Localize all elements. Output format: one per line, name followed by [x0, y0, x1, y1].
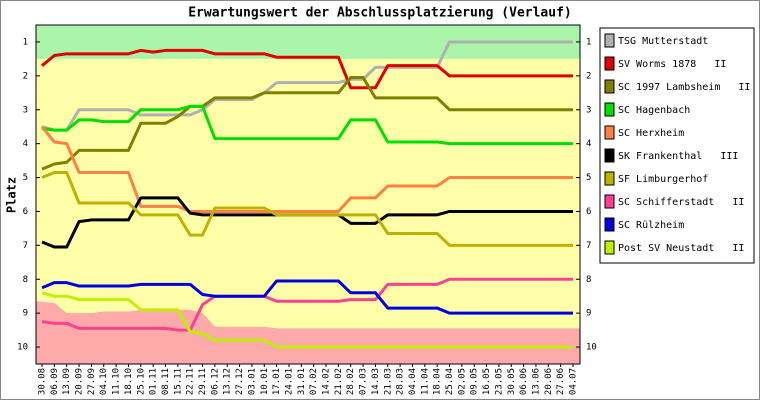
x-tick-label: 27.06	[556, 368, 566, 395]
legend-swatch	[604, 102, 615, 117]
legend-label: Post SV Neustadt II	[618, 243, 744, 254]
y-tick-label: 8	[586, 275, 591, 285]
legend-label: SC Herxheim	[618, 128, 684, 139]
x-tick-label: 20.06	[544, 368, 554, 395]
series-line	[41, 291, 573, 349]
x-tick-label: 23.05	[494, 368, 504, 395]
x-tick-label: 21.03	[383, 368, 393, 395]
legend-swatch	[604, 33, 615, 48]
plot-border	[35, 24, 581, 365]
x-tick-label: 04.10	[99, 368, 109, 395]
legend-label: SC 1997 Lambsheim II	[618, 82, 750, 93]
x-tick-label: 20.09	[75, 368, 85, 395]
x-tick-label: 08.11	[161, 368, 171, 395]
legend-label: SV Worms 1878 II	[618, 59, 726, 70]
series-line	[41, 76, 573, 171]
y-tick-label: 1	[586, 37, 591, 47]
legend-label: SC Hagenbach	[618, 105, 690, 116]
series-line	[41, 277, 573, 332]
series-line	[41, 104, 573, 146]
x-tick-label: 04.04	[408, 368, 418, 395]
x-tick-label: 18.10	[124, 368, 134, 395]
x-tick-label: 01.11	[149, 368, 159, 395]
x-tick-label: 09.05	[470, 368, 480, 395]
legend-swatch	[604, 79, 615, 94]
x-tick-label: 28.02	[346, 368, 356, 395]
x-tick-label: 13.06	[531, 368, 541, 395]
x-tick-label: 14.03	[371, 368, 381, 395]
y-tick-label: 3	[23, 105, 28, 115]
x-tick-label: 16.05	[482, 368, 492, 395]
x-tick-label: 06.09	[50, 368, 60, 395]
x-tick-label: 06.06	[519, 368, 529, 395]
y-tick-label: 9	[586, 309, 591, 319]
y-tick-label: 6	[586, 207, 591, 217]
series-line	[41, 279, 573, 315]
x-tick-label: 04.07	[569, 368, 579, 395]
y-tick-label: 4	[586, 139, 591, 149]
series-line	[40, 125, 573, 213]
x-tick-label: 11.04	[420, 368, 430, 395]
x-tick-label: 25.10	[136, 368, 146, 395]
x-tick-label: 14.02	[322, 368, 332, 395]
x-tick-label: 25.04	[445, 368, 455, 395]
x-tick-label: 06.12	[210, 368, 220, 395]
x-tick-label: 15.11	[173, 368, 183, 395]
x-tick-label: 13.09	[62, 368, 72, 395]
x-tick-label: 24.01	[284, 368, 294, 395]
series-line	[41, 48, 573, 90]
legend	[599, 27, 755, 264]
x-tick-label: 03.01	[247, 368, 257, 395]
y-tick-label: 10	[586, 343, 597, 353]
legend-swatch	[604, 217, 615, 232]
x-tick-label: 07.03	[359, 368, 369, 395]
x-tick-label: 18.04	[433, 368, 443, 395]
x-tick-label: 30.05	[507, 368, 517, 395]
x-tick-label: 28.03	[396, 368, 406, 395]
y-tick-label: 5	[23, 173, 28, 183]
x-tick-label: 13.12	[223, 368, 233, 395]
x-tick-label: 17.01	[272, 368, 282, 395]
legend-swatch	[604, 194, 615, 209]
y-tick-label: 8	[23, 275, 28, 285]
y-tick-label: 4	[23, 139, 28, 149]
legend-label: TSG Mutterstadt	[618, 36, 708, 47]
legend-swatch	[604, 240, 615, 255]
legend-swatch	[604, 125, 615, 140]
y-tick-label: 3	[586, 105, 591, 115]
x-tick-label: 21.02	[334, 368, 344, 395]
x-tick-label: 07.02	[309, 368, 319, 395]
x-tick-label: 10.01	[260, 368, 270, 395]
y-tick-label: 2	[586, 71, 591, 81]
y-tick-label: 7	[23, 241, 28, 251]
legend-label: SF Limburgerhof	[618, 174, 708, 185]
x-tick-label: 02.05	[457, 368, 467, 395]
x-tick-label: 22.11	[186, 368, 196, 395]
y-tick-label: 7	[586, 241, 591, 251]
legend-swatch	[604, 148, 615, 163]
y-tick-label: 2	[23, 71, 28, 81]
x-tick-label: 30.08	[38, 368, 48, 395]
legend-label: SC Rülzheim	[618, 220, 684, 231]
series-line	[41, 170, 573, 247]
series-line	[41, 40, 573, 132]
chart-title: Erwartungswert der Abschlussplatzierung …	[188, 6, 572, 21]
x-tick-label: 11.10	[112, 368, 122, 395]
legend-swatch	[604, 56, 615, 71]
y-tick-label: 9	[23, 309, 28, 319]
y-tick-label: 1	[23, 37, 28, 47]
y-axis-label: Platz	[5, 177, 19, 213]
legend-label: SC Schifferstadt II	[618, 197, 744, 208]
x-tick-label: 29.11	[198, 368, 208, 395]
y-tick-label: 6	[23, 207, 28, 217]
y-tick-label: 10	[17, 343, 28, 353]
legend-label: SK Frankenthal III	[618, 151, 738, 162]
x-tick-label: 27.09	[87, 368, 97, 395]
x-tick-label: 31.01	[297, 368, 307, 395]
x-tick-label: 27.12	[235, 368, 245, 395]
y-tick-label: 5	[586, 173, 591, 183]
legend-swatch	[604, 171, 615, 186]
